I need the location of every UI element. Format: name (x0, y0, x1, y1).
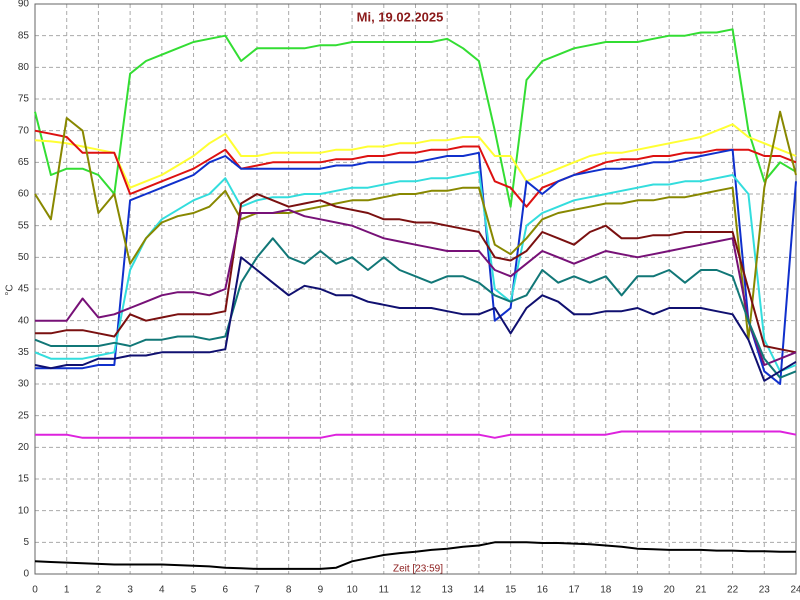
y-tick-label: 50 (18, 252, 30, 263)
x-tick-label: 24 (790, 585, 800, 596)
x-tick-label: 14 (473, 585, 485, 596)
x-tick-label: 2 (96, 585, 102, 596)
x-tick-label: 9 (318, 585, 324, 596)
y-tick-label: 15 (18, 474, 30, 485)
y-tick-label: 35 (18, 347, 30, 358)
series-line (34, 110, 797, 341)
x-tick-label: 20 (664, 585, 676, 596)
x-tick-label: 0 (32, 585, 38, 596)
y-tick-label: 65 (18, 157, 30, 168)
series-line (34, 28, 797, 208)
y-axis-label: °C (5, 284, 16, 295)
x-tick-label: 17 (568, 585, 580, 596)
x-tick-label: 10 (347, 585, 359, 596)
x-tick-label: 15 (505, 585, 517, 596)
x-tick-label: 23 (759, 585, 771, 596)
x-axis-label: Zeit [23:59] (393, 564, 443, 575)
y-tick-label: 30 (18, 379, 30, 390)
x-tick-label: 22 (727, 585, 739, 596)
y-tick-label: 40 (18, 315, 30, 326)
y-tick-label: 20 (18, 442, 30, 453)
series-line (34, 129, 797, 208)
plot-border (34, 3, 797, 575)
series-line (34, 541, 796, 570)
x-tick-label: 16 (537, 585, 549, 596)
y-tick-label: 45 (18, 284, 30, 295)
series-line (34, 237, 797, 379)
x-tick-label: 18 (600, 585, 612, 596)
x-tick-label: 3 (127, 585, 133, 596)
y-tick-label: 85 (18, 30, 30, 41)
x-tick-label: 13 (442, 585, 454, 596)
y-tick-label: 55 (18, 220, 30, 231)
series-line (35, 193, 797, 354)
y-tick-label: 70 (18, 125, 30, 136)
x-tick-label: 5 (191, 585, 197, 596)
x-tick-label: 6 (222, 585, 228, 596)
chart-title: Mi, 19.02.2025 (357, 9, 444, 24)
series-line (35, 148, 797, 385)
x-tick-label: 11 (379, 585, 390, 596)
y-tick-label: 80 (18, 62, 30, 73)
x-tick-label: 19 (632, 585, 644, 596)
y-tick-label: 75 (18, 94, 30, 105)
y-tick-label: 25 (18, 410, 30, 421)
series-line (35, 430, 797, 439)
x-tick-label: 8 (286, 585, 292, 596)
x-tick-label: 1 (64, 585, 70, 596)
x-tick-label: 12 (410, 585, 422, 596)
y-tick-label: 0 (23, 569, 29, 580)
y-tick-label: 90 (18, 0, 30, 10)
y-tick-label: 10 (18, 505, 30, 516)
x-tick-label: 21 (695, 585, 707, 596)
series-line (35, 208, 797, 366)
series-line (34, 170, 797, 373)
y-tick-label: 5 (23, 537, 29, 548)
x-tick-label: 4 (159, 585, 165, 596)
series-line (34, 123, 797, 189)
series-line (34, 256, 797, 382)
y-tick-label: 60 (18, 189, 30, 200)
x-tick-label: 7 (254, 585, 260, 596)
